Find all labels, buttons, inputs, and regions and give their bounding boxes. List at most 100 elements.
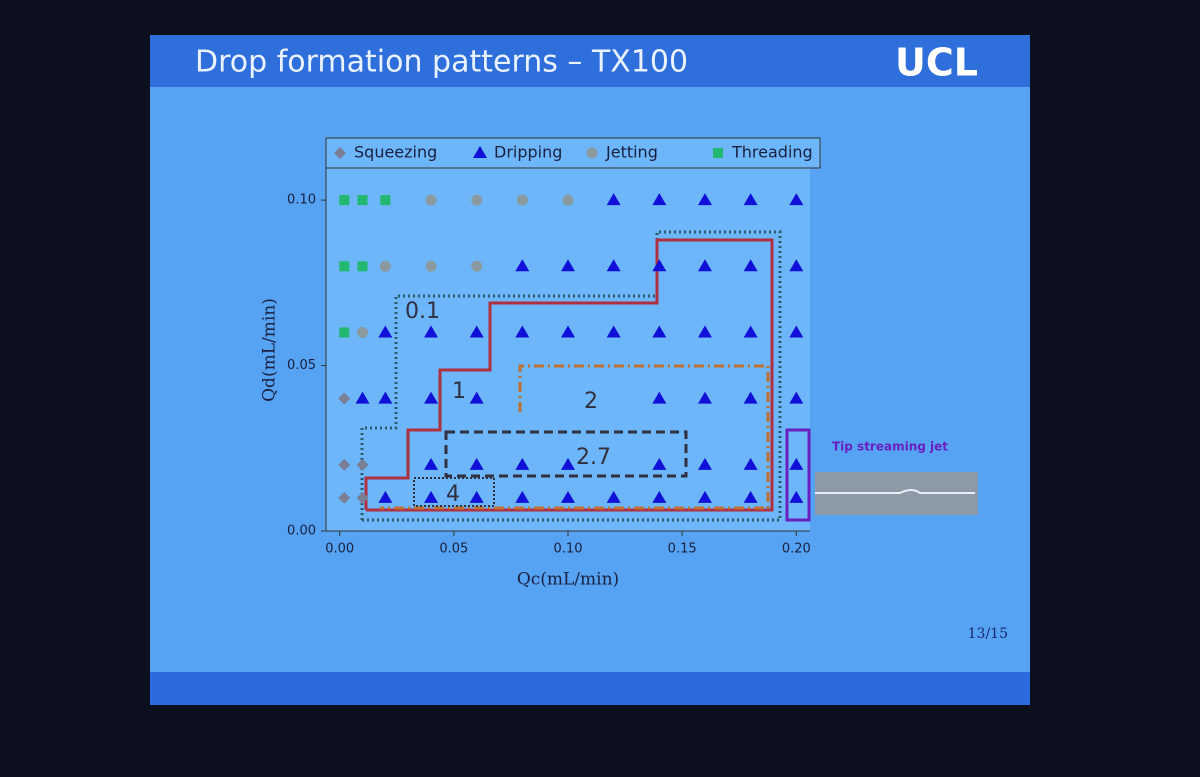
point: [743, 490, 758, 503]
tip-streaming-box: [785, 428, 811, 522]
point: [561, 490, 575, 503]
point: [338, 392, 351, 405]
point: [652, 193, 667, 206]
legend-marker: [473, 146, 487, 158]
point: [515, 457, 530, 470]
plot-area: [326, 167, 810, 531]
point: [425, 260, 437, 272]
point: [561, 325, 575, 338]
region-outline: [364, 238, 774, 512]
title-bar: [150, 35, 1030, 87]
point: [338, 491, 351, 504]
point: [424, 490, 439, 503]
y-axis-label: Qd(mL/min): [260, 298, 280, 402]
point: [515, 325, 530, 338]
point: [652, 325, 667, 338]
point: [697, 490, 712, 503]
region-outline: [444, 430, 688, 478]
point: [652, 490, 667, 503]
legend-label: Jetting: [605, 143, 658, 162]
point: [357, 195, 368, 206]
y-tick-label: 0.00: [287, 524, 316, 539]
point: [789, 193, 804, 206]
point: [357, 261, 368, 272]
point: [652, 391, 667, 404]
point: [424, 457, 439, 470]
point: [469, 490, 484, 503]
point: [425, 194, 437, 206]
point: [469, 457, 484, 470]
point: [339, 261, 350, 272]
legend-marker: [713, 148, 723, 158]
point: [424, 325, 439, 338]
point: [652, 259, 667, 272]
point: [743, 193, 758, 206]
y-tick-label: 0.10: [287, 193, 316, 208]
point: [471, 194, 483, 206]
point: [378, 391, 393, 404]
legend-label: Dripping: [494, 143, 562, 162]
point: [789, 325, 804, 338]
point: [606, 193, 621, 206]
legend-marker: [586, 147, 598, 159]
region-outline: [380, 364, 770, 510]
point: [561, 457, 575, 470]
point: [789, 259, 804, 272]
x-axis-label: Qc(mL/min): [517, 570, 619, 590]
jet-shape: [815, 489, 975, 494]
point: [606, 490, 621, 503]
point: [424, 391, 439, 404]
region-label: 0.1: [405, 299, 440, 324]
point: [789, 457, 804, 470]
regions: [360, 230, 782, 522]
page-number: 13/15: [968, 626, 1008, 642]
point: [789, 391, 804, 404]
point: [743, 391, 758, 404]
point: [515, 259, 530, 272]
point: [606, 259, 621, 272]
point: [339, 195, 350, 206]
x-tick-label: 0.10: [554, 542, 583, 557]
slide-title: Drop formation patterns – TX100: [195, 45, 688, 80]
legend-box: [325, 137, 821, 169]
region-label: 1: [452, 379, 466, 404]
x-tick-label: 0.15: [668, 542, 697, 557]
point: [697, 193, 712, 206]
point: [378, 325, 393, 338]
point: [469, 391, 484, 404]
point: [380, 195, 391, 206]
point: [697, 325, 712, 338]
point: [789, 490, 804, 503]
point: [697, 391, 712, 404]
region-labels: 0.1 1 2 2.7 4: [405, 299, 611, 507]
point: [562, 194, 574, 206]
x-tick-label: 0.05: [439, 542, 468, 557]
legend-label: Threading: [731, 143, 813, 162]
point: [355, 391, 370, 404]
x-tick-label: 0.20: [782, 542, 811, 557]
region-label: 4: [446, 482, 460, 507]
point: [378, 490, 393, 503]
footer-bar: [150, 672, 1030, 705]
legend-label: Squeezing: [354, 143, 437, 162]
point: [561, 259, 575, 272]
point: [357, 326, 369, 338]
point: [339, 327, 350, 338]
point: [338, 458, 351, 471]
logo: UCL: [895, 41, 978, 85]
region-outline: [413, 477, 495, 507]
point: [697, 259, 712, 272]
region-label: 2: [584, 389, 598, 414]
point: [743, 457, 758, 470]
region-label: 2.7: [576, 445, 611, 470]
point: [606, 325, 621, 338]
point: [469, 325, 484, 338]
y-tick-label: 0.05: [287, 358, 316, 373]
point: [697, 457, 712, 470]
point: [356, 491, 369, 504]
point: [379, 260, 391, 272]
point: [471, 260, 483, 272]
point: [515, 490, 530, 503]
point: [516, 194, 528, 206]
